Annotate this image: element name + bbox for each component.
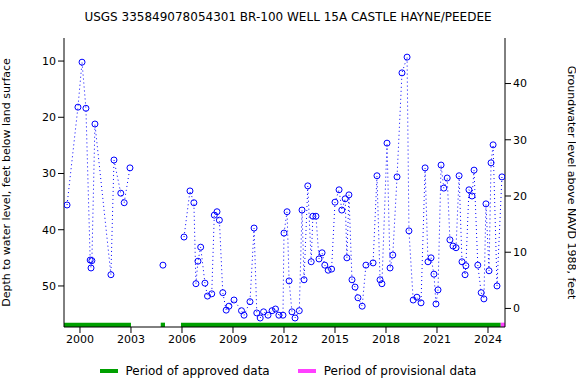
svg-text:Groundwater level above NAVD 1: Groundwater level above NAVD 1988, feet (565, 66, 568, 300)
svg-text:30: 30 (513, 134, 527, 147)
html-text:Period of provisional data: Period of provisional data (323, 364, 477, 378)
svg-text:2021: 2021 (423, 333, 451, 346)
svg-text:2015: 2015 (321, 333, 349, 346)
svg-text:2000: 2000 (66, 333, 94, 346)
svg-text:2006: 2006 (168, 333, 196, 346)
html-text:Period of approved data: Period of approved data (125, 364, 270, 378)
svg-text:10: 10 (42, 55, 56, 68)
svg-text:2012: 2012 (270, 333, 298, 346)
svg-text:Depth to water level, feet bel: Depth to water level, feet below land su… (8, 58, 13, 307)
svg-text:0: 0 (513, 302, 520, 315)
svg-text:40: 40 (42, 224, 56, 237)
svg-text:2003: 2003 (117, 333, 145, 346)
svg-text:50: 50 (42, 280, 56, 293)
svg-text:20: 20 (42, 111, 56, 124)
svg-text:30: 30 (42, 167, 56, 180)
svg-text:20: 20 (513, 190, 527, 203)
html-text:USGS 335849078054301 BR-100 WE: USGS 335849078054301 BR-100 WELL 15A CAS… (84, 10, 492, 24)
svg-text:2009: 2009 (219, 333, 247, 346)
svg-text:2018: 2018 (372, 333, 400, 346)
svg-text:40: 40 (513, 77, 527, 90)
svg-text:2024: 2024 (474, 333, 502, 346)
svg-text:10: 10 (513, 246, 527, 259)
